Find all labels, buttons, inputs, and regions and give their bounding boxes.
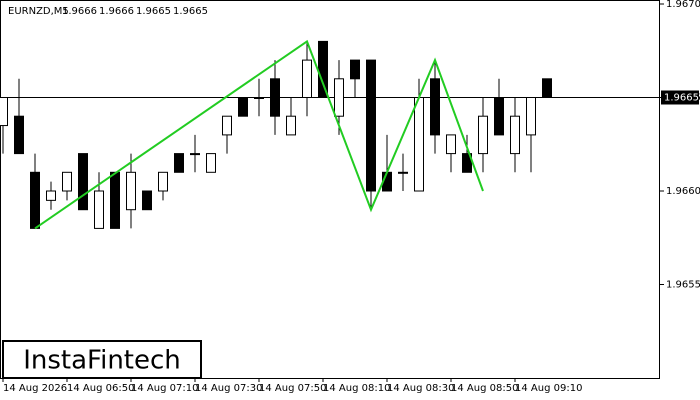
- symbol: EURNZD,M5: [8, 6, 69, 17]
- candle-body: [478, 115, 488, 155]
- candle-body: [46, 190, 56, 201]
- candle-body: [126, 171, 136, 211]
- header-value: 1.9665: [136, 6, 171, 17]
- candle-body: [350, 59, 360, 80]
- y-tick-label: 1.9655: [666, 280, 700, 291]
- current-price-label: 1.9665: [664, 93, 699, 104]
- y-tick-label: 1.9670: [666, 0, 700, 10]
- candle-body: [334, 78, 344, 117]
- x-tick-label: 14 Aug 08:30: [387, 383, 454, 394]
- candle-body: [14, 115, 24, 155]
- candle-body: [238, 97, 248, 117]
- x-tick-label: 14 Aug 07:30: [195, 383, 262, 394]
- candle-body: [174, 153, 184, 173]
- candle-body: [0, 97, 8, 127]
- candle-body: [462, 153, 472, 173]
- x-tick-label: 14 Aug 08:50: [451, 383, 518, 394]
- x-tick-label: 14 Aug 09:10: [515, 383, 582, 394]
- x-tick-label: 14 Aug 2026: [3, 383, 67, 394]
- candle-body: [110, 171, 120, 229]
- header-value: 1.9666: [99, 6, 134, 17]
- current-price-box: [661, 90, 699, 105]
- x-tick-label: 14 Aug 08:10: [323, 383, 390, 394]
- candle-body: [494, 97, 504, 136]
- candle-body: [270, 78, 280, 117]
- x-tick-label: 14 Aug 07:50: [259, 383, 326, 394]
- candle-body: [526, 97, 536, 136]
- candle-body: [158, 171, 168, 192]
- header-value: 1.9665: [173, 6, 208, 17]
- candle-body: [222, 115, 232, 136]
- candle-body: [510, 115, 520, 155]
- pattern-line: [34, 39, 484, 230]
- candle-body: [254, 97, 264, 99]
- candle-body: [190, 153, 200, 156]
- candle-body: [302, 59, 312, 98]
- candle-body: [94, 190, 104, 229]
- candle-body: [542, 78, 552, 99]
- header-value: 1.9666: [62, 6, 97, 17]
- watermark-box: [2, 340, 202, 379]
- x-tick-label: 14 Aug 06:50: [67, 383, 134, 394]
- candle-body: [78, 153, 88, 211]
- y-tick-label: 1.9660: [666, 186, 700, 197]
- candle-body: [62, 171, 72, 192]
- candle-body: [30, 171, 40, 229]
- candle-body: [398, 171, 408, 174]
- candle-body: [366, 59, 376, 192]
- candle-body: [142, 190, 152, 211]
- candle-body: [430, 78, 440, 136]
- candle-body: [446, 134, 456, 155]
- watermark: InstaFintech: [23, 346, 181, 376]
- x-tick-label: 14 Aug 07:10: [131, 383, 198, 394]
- candle-body: [414, 97, 424, 192]
- candle-body: [286, 115, 296, 136]
- candle-body: [206, 153, 216, 173]
